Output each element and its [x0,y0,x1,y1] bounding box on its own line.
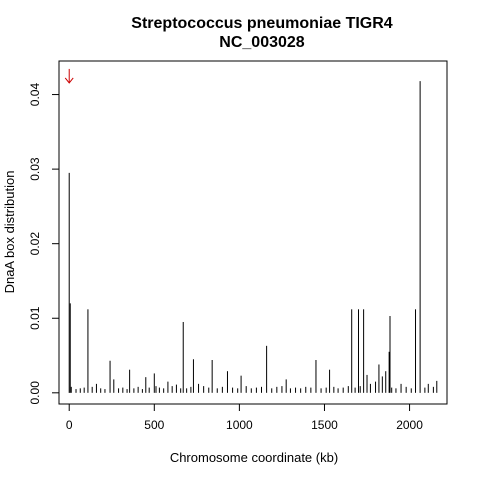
origin-marker [64,68,74,84]
y-tick-label: 0.01 [28,306,42,330]
x-tick-label: 2000 [396,418,423,432]
y-tick-label: 0.03 [28,157,42,181]
x-tick-label: 0 [66,418,73,432]
y-axis-label: DnaA box distribution [2,171,17,294]
marker-arrow-head [64,77,74,84]
x-tick-label: 1000 [226,418,253,432]
chart-title: Streptococcus pneumoniae TIGR4 [131,15,392,32]
y-axis: 0.00 0.01 0.02 0.03 0.04 [28,83,60,405]
x-tick-label: 1500 [311,418,338,432]
chart-subtitle: NC_003028 [219,34,305,51]
x-axis: 0 500 1000 1500 2000 [66,403,423,432]
y-tick-label: 0.00 [28,381,42,405]
x-tick-label: 500 [144,418,164,432]
y-tick-label: 0.02 [28,232,42,256]
y-tick-label: 0.04 [28,83,42,107]
bar-series [68,81,438,393]
x-axis-label: Chromosome coordinate (kb) [170,450,338,465]
